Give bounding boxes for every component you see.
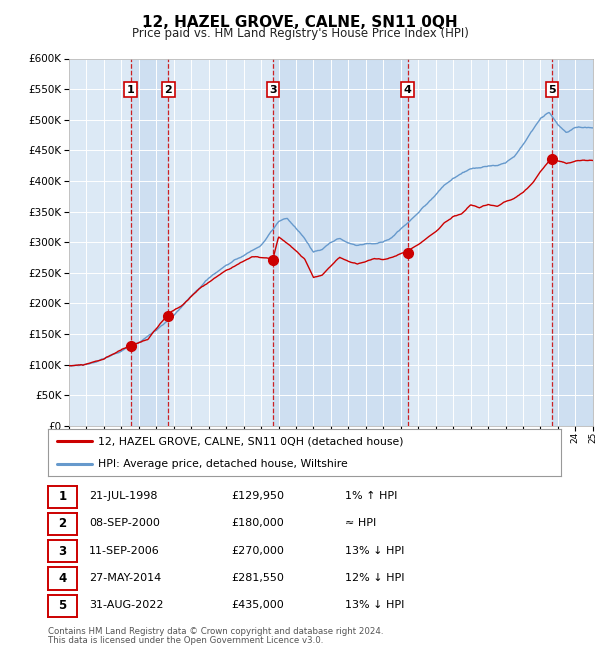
- Text: 3: 3: [58, 545, 67, 558]
- Text: 12, HAZEL GROVE, CALNE, SN11 0QH (detached house): 12, HAZEL GROVE, CALNE, SN11 0QH (detach…: [98, 436, 404, 446]
- Text: 11-SEP-2006: 11-SEP-2006: [89, 545, 160, 556]
- Text: ≈ HPI: ≈ HPI: [345, 518, 376, 528]
- Text: This data is licensed under the Open Government Licence v3.0.: This data is licensed under the Open Gov…: [48, 636, 323, 645]
- Text: 12, HAZEL GROVE, CALNE, SN11 0QH: 12, HAZEL GROVE, CALNE, SN11 0QH: [142, 15, 458, 30]
- Text: Price paid vs. HM Land Registry's House Price Index (HPI): Price paid vs. HM Land Registry's House …: [131, 27, 469, 40]
- Text: £129,950: £129,950: [231, 491, 284, 501]
- Text: 3: 3: [269, 84, 277, 95]
- Text: 21-JUL-1998: 21-JUL-1998: [89, 491, 157, 501]
- Text: Contains HM Land Registry data © Crown copyright and database right 2024.: Contains HM Land Registry data © Crown c…: [48, 627, 383, 636]
- Text: 5: 5: [548, 84, 556, 95]
- Text: 27-MAY-2014: 27-MAY-2014: [89, 573, 161, 583]
- Text: 13% ↓ HPI: 13% ↓ HPI: [345, 600, 404, 610]
- Text: 5: 5: [58, 599, 67, 612]
- Bar: [131, 58, 169, 426]
- Text: 13% ↓ HPI: 13% ↓ HPI: [345, 545, 404, 556]
- Text: 12% ↓ HPI: 12% ↓ HPI: [345, 573, 404, 583]
- Text: £435,000: £435,000: [231, 600, 284, 610]
- Text: 2: 2: [58, 517, 67, 530]
- Text: 2: 2: [164, 84, 172, 95]
- Bar: [552, 58, 593, 426]
- Text: 4: 4: [404, 84, 412, 95]
- Text: 1: 1: [58, 490, 67, 503]
- Text: 31-AUG-2022: 31-AUG-2022: [89, 600, 163, 610]
- Text: 4: 4: [58, 572, 67, 585]
- Text: £270,000: £270,000: [231, 545, 284, 556]
- Text: 1: 1: [127, 84, 134, 95]
- Text: 1% ↑ HPI: 1% ↑ HPI: [345, 491, 397, 501]
- Text: 08-SEP-2000: 08-SEP-2000: [89, 518, 160, 528]
- Text: HPI: Average price, detached house, Wiltshire: HPI: Average price, detached house, Wilt…: [98, 459, 348, 469]
- Bar: [273, 58, 408, 426]
- Text: £180,000: £180,000: [231, 518, 284, 528]
- Text: £281,550: £281,550: [231, 573, 284, 583]
